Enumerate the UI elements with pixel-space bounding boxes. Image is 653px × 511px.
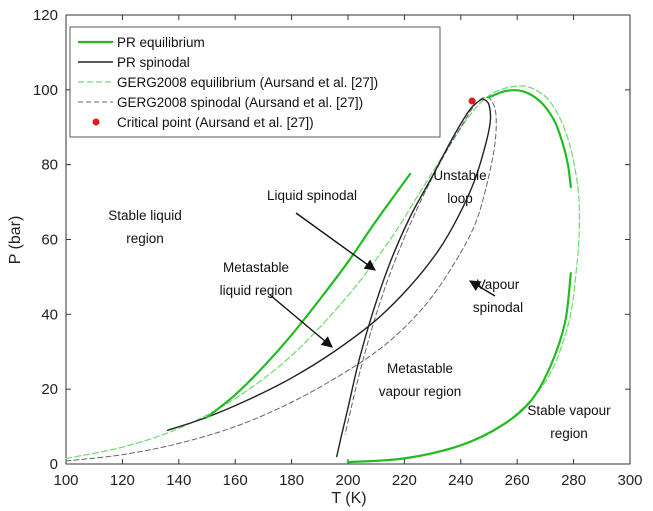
series-line-pr-solid-seg0: [205, 172, 412, 419]
annotation-text: Metastable: [223, 260, 289, 275]
annotation-text: region: [550, 426, 588, 441]
x-tick-label: 260: [505, 472, 530, 489]
annotation-arrows: [269, 212, 496, 348]
legend-label: PR spinodal: [117, 55, 190, 70]
annotations: Stable liquid region Liquid spinodal Unstab…: [108, 168, 611, 441]
legend-label: GERG2008 spinodal (Aursand et al. [27]): [117, 95, 363, 110]
x-tick-label: 220: [392, 472, 417, 489]
x-axis-label: T (K): [331, 490, 366, 507]
series-line-pr-solid-seg0: [166, 98, 492, 458]
annotation-text: Stable vapour: [527, 403, 611, 418]
x-tick-label: 120: [110, 472, 135, 489]
x-tick-label: 100: [53, 472, 78, 489]
y-tick-label: 40: [41, 306, 58, 323]
arrow-liquid-spinodal: [295, 212, 376, 271]
legend-label: PR equilibrium: [117, 35, 205, 50]
annotation-text: liquid region: [220, 283, 293, 298]
series-line-pr-solid-seg1: [346, 272, 572, 464]
y-tick-label: 0: [50, 456, 58, 473]
x-tick-label: 200: [335, 472, 360, 489]
annotation-text: Liquid spinodal: [267, 188, 357, 203]
series-line-gerg2008-dashed-seg0: [65, 85, 580, 463]
legend-label: GERG2008 equilibrium (Aursand et al. [27…: [117, 75, 378, 90]
x-tick-label: 240: [448, 472, 473, 489]
legend-label: Critical point (Aursand et al. [27]): [117, 115, 314, 130]
arrow-metastable-liquid: [269, 294, 333, 348]
annotation-text: Unstable: [433, 168, 486, 183]
plot-area: [65, 14, 631, 465]
legend-box: [69, 26, 441, 138]
tick-labels: 100 120 140 160 180 200 220 240 260 280 300 0 20 40 60…: [33, 7, 643, 489]
x-tick-label: 180: [279, 472, 304, 489]
y-axis-label: P (bar): [7, 216, 24, 265]
x-tick-label: 160: [223, 472, 248, 489]
annotation-text: Metastable: [387, 361, 453, 376]
annotation-text: Stable liquid: [108, 208, 182, 223]
annotation-text: spinodal: [473, 300, 523, 315]
y-tick-label: 60: [41, 232, 58, 249]
x-tick-label: 300: [617, 472, 642, 489]
annotation-text: vapour region: [379, 384, 462, 399]
series-line-pr-solid-seg2: [487, 89, 572, 189]
arrow-vapour-spinodal: [469, 280, 496, 297]
annotation-text: loop: [447, 191, 473, 206]
annotation-text: Vapour: [477, 277, 520, 292]
critical-point-marker: [468, 97, 476, 105]
y-tick-label: 100: [33, 82, 58, 99]
annotation-text: region: [126, 231, 164, 246]
y-tick-label: 120: [33, 7, 58, 24]
y-tick-label: 80: [41, 157, 58, 174]
legend: PR equilibrium PR spinodal GERG2008 equili…: [69, 26, 441, 138]
x-tick-label: 280: [561, 472, 586, 489]
x-tick-label: 140: [166, 472, 191, 489]
series-line-gerg2008-dashed-seg0: [65, 96, 497, 462]
y-tick-label: 20: [41, 381, 58, 398]
legend-marker: [92, 118, 100, 126]
